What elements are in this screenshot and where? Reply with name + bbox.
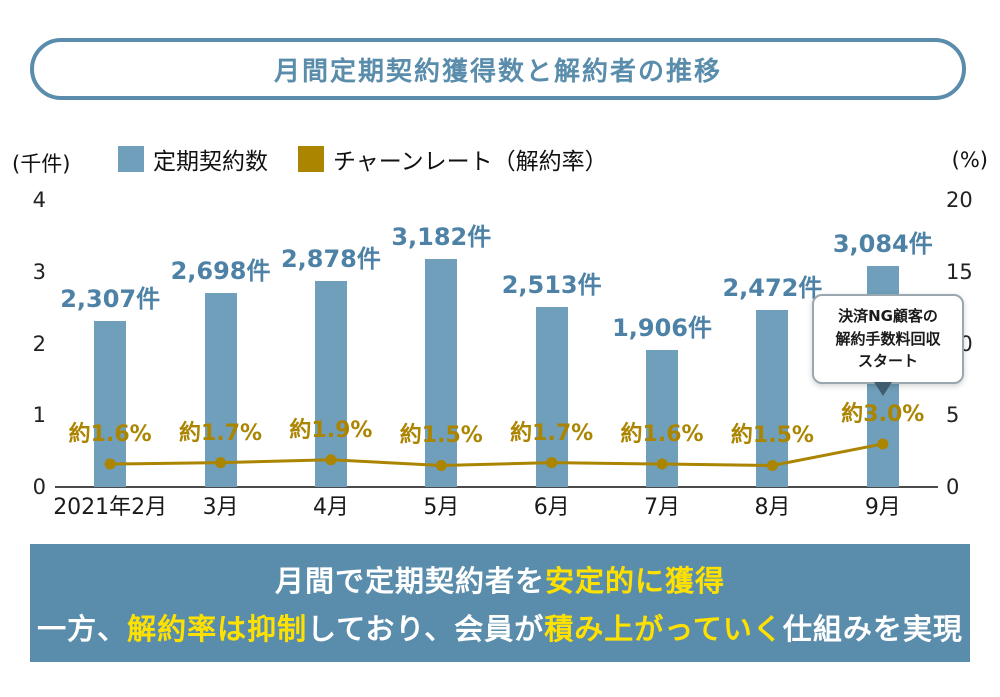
bar — [94, 321, 127, 487]
line-legend-label: チャーンレート（解約率） — [333, 149, 608, 175]
x-axis-label: 7月 — [644, 495, 681, 520]
x-axis-line — [55, 486, 938, 488]
bar-legend-label: 定期契約数 — [153, 149, 268, 175]
callout-note: 決済NG顧客の 解約手数料回収 スタート — [812, 294, 964, 396]
x-axis-label: 3月 — [202, 495, 239, 520]
churn-line — [110, 442, 884, 467]
churn-point — [656, 458, 668, 470]
bar — [535, 306, 568, 487]
left-axis-tick: 2 — [32, 331, 46, 356]
bar-value-label: 2,698件 — [170, 257, 271, 286]
churn-point-label: 約1.9% — [289, 417, 373, 443]
summary-highlight: 積み上がっていく — [544, 612, 783, 646]
summary-text: 仕組みを実現 — [782, 612, 963, 646]
churn-point — [104, 458, 116, 470]
churn-point-label: 約1.5% — [730, 423, 814, 449]
churn-point — [215, 457, 227, 469]
bar-value-label: 1,906件 — [612, 314, 713, 343]
bar — [646, 350, 679, 487]
bar-value-label: 3,182件 — [391, 222, 492, 251]
churn-point — [325, 454, 337, 466]
summary-text: 一方、 — [37, 612, 128, 646]
churn-point — [435, 459, 447, 471]
summary-line-1: 月間で定期契約者を安定的に獲得 — [275, 558, 725, 600]
callout-arrow-icon — [874, 381, 892, 396]
bar — [425, 258, 458, 487]
bar — [314, 280, 347, 487]
callout-line: 解約手数料回収 — [835, 329, 941, 348]
churn-point-label: 約1.7% — [510, 420, 594, 446]
right-axis-tick: 5 — [946, 403, 960, 428]
churn-point-label: 約3.0% — [841, 401, 925, 427]
bar-value-label: 2,307件 — [60, 285, 161, 314]
bar-value-label: 2,878件 — [280, 244, 381, 273]
right-axis-tick: 20 — [946, 188, 973, 212]
x-axis-label: 5月 — [423, 495, 460, 520]
title-banner: 月間定期契約獲得数と解約者の推移 — [30, 38, 966, 100]
left-axis-tick: 3 — [32, 259, 46, 284]
summary-banner: 月間で定期契約者を安定的に獲得 一方、解約率は抑制しており、会員が積み上がってい… — [30, 544, 970, 662]
bar — [756, 309, 789, 487]
bar — [204, 293, 237, 487]
x-axis-label: 8月 — [754, 495, 791, 520]
left-axis-tick: 0 — [32, 475, 46, 499]
churn-point-label: 約1.5% — [399, 423, 483, 449]
churn-point — [766, 459, 778, 471]
right-axis-tick: 15 — [946, 259, 973, 284]
summary-line-2: 一方、解約率は抑制しており、会員が積み上がっていく仕組みを実現 — [37, 606, 963, 648]
right-axis-tick: 0 — [946, 475, 960, 499]
right-axis-unit: (%) — [951, 148, 988, 172]
churn-point-label: 約1.6% — [68, 422, 152, 448]
churn-point — [546, 457, 558, 469]
x-axis-label: 9月 — [864, 495, 901, 520]
x-axis-label: 6月 — [533, 495, 570, 520]
line-legend-swatch-icon — [298, 146, 324, 172]
churn-point — [877, 438, 889, 450]
x-axis-label: 4月 — [312, 495, 349, 520]
callout-line: 決済NG顧客の — [838, 307, 938, 325]
summary-text: 月間で定期契約者を — [274, 564, 545, 598]
summary-highlight: 解約率は抑制 — [127, 612, 308, 646]
left-axis-unit: (千件) — [12, 152, 71, 176]
callout-line: スタート — [857, 352, 918, 370]
bar-value-label: 3,084件 — [832, 229, 933, 258]
left-axis-tick: 4 — [32, 188, 46, 212]
page-title: 月間定期契約獲得数と解約者の推移 — [273, 56, 722, 87]
left-axis-tick: 1 — [32, 403, 46, 428]
churn-point-label: 約1.6% — [620, 422, 704, 448]
bar-legend-swatch-icon — [118, 146, 144, 172]
churn-point-label: 約1.7% — [179, 420, 263, 446]
legend: 定期契約数 チャーンレート（解約率） — [118, 142, 638, 176]
bar-value-label: 2,513件 — [501, 270, 602, 299]
summary-text: しており、会員が — [307, 612, 545, 646]
x-axis-label: 2021年2月 — [53, 495, 168, 520]
summary-highlight: 安定的に獲得 — [545, 564, 726, 598]
